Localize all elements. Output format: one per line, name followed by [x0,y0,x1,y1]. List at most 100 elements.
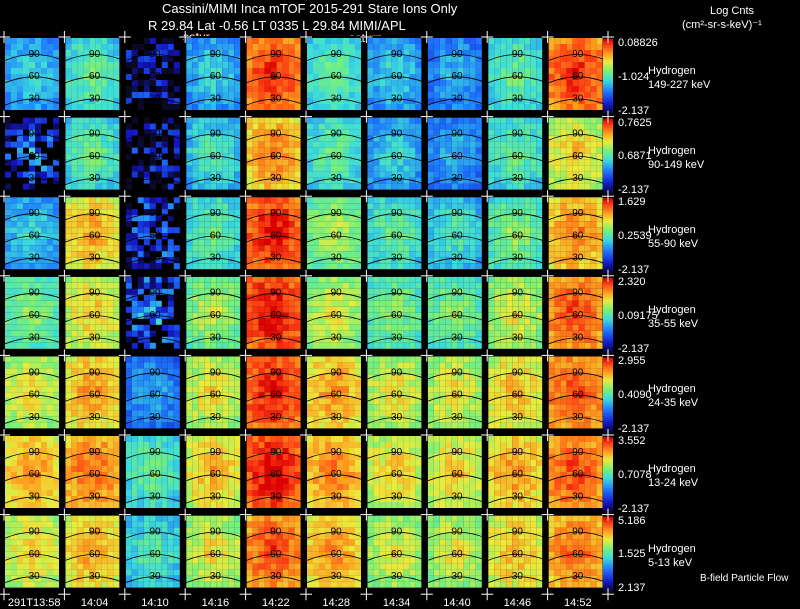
heatmap-cell [198,318,205,325]
heatmap-cell [47,251,53,258]
heatmap-cell [17,392,23,399]
heatmap-cell [47,141,53,148]
heatmap-cell [282,86,289,92]
heatmap-cell [391,215,398,222]
heatmap-cell [23,227,29,234]
heatmap-cell [433,117,440,124]
heatmap-cell [41,44,47,50]
colorbar-swatch [603,294,613,298]
heatmap-cell [35,129,41,136]
heatmap-cell [439,209,446,216]
heatmap-cell [307,324,313,331]
heatmap-cell [161,324,168,331]
heatmap-cell [518,147,525,154]
heatmap-cell [500,245,507,252]
heatmap-cell [288,324,295,331]
heatmap-cell [518,171,525,178]
heatmap-cell [29,62,35,68]
heatmap-cell [173,386,180,393]
heatmap-cell [319,257,325,264]
heatmap-cell [391,300,398,307]
heatmap-cell [77,263,84,270]
heatmap-cell [113,368,120,375]
heatmap-cell [415,165,422,172]
heatmap-cell [107,288,114,295]
heatmap-cell [445,330,452,337]
heatmap-cell [23,276,29,283]
angle-tick-label: 60 [210,71,222,82]
heatmap-cell [463,197,470,204]
heatmap-cell [494,92,501,98]
heatmap-cell [548,300,555,307]
heatmap-cell [210,117,217,124]
heatmap-cell [282,233,289,240]
heatmap-cell [530,86,537,92]
heatmap-cell [578,165,585,172]
heatmap-cell [415,197,422,204]
heatmap-cell [23,422,29,429]
heatmap-cell [222,177,229,184]
heatmap-cell [53,50,59,56]
elevation-arc [246,54,306,61]
angle-tick-label: 60 [572,151,584,162]
heatmap-cell [65,153,72,160]
heatmap-cell [313,147,319,154]
heatmap-cell [210,56,217,62]
heatmap-cell [518,288,525,295]
heatmap-cell [198,123,205,130]
heatmap-cell [270,294,277,301]
heatmap-cell [433,123,440,130]
heatmap-cell [445,221,452,228]
heatmap-cell [391,44,398,50]
heatmap-cell [258,251,265,258]
heatmap-cell [173,410,180,417]
heatmap-cell [222,294,229,301]
colorbar-swatch [603,48,613,51]
heatmap-cell [167,80,174,86]
heatmap-cell [325,177,331,184]
heatmap-cell [198,86,205,92]
heatmap-cell [5,392,11,399]
heatmap-cell [518,68,525,74]
elevation-arc [65,178,124,186]
heatmap-cell [590,165,597,172]
heatmap-cell [35,404,41,411]
heatmap-cell [228,306,235,313]
heatmap-cell [596,209,603,216]
heatmap-cell [451,159,458,166]
heatmap-cell [596,203,603,210]
heatmap-cell [343,336,349,343]
heatmap-cell [258,141,265,148]
elevation-arc [65,394,124,402]
heatmap-cell [560,263,567,270]
heatmap-cell [403,135,410,142]
heatmap-cell [95,203,102,210]
heatmap-cell [210,165,217,172]
heatmap-cell [137,221,144,228]
heatmap-cell [385,342,392,349]
heatmap-cell [355,165,361,172]
heatmap-cell [83,86,90,92]
heatmap-cell [95,141,102,148]
heatmap-cell [77,288,84,295]
heatmap-cell [270,215,277,222]
heatmap-cell [161,44,168,50]
heatmap-cell [379,288,386,295]
colorbar-swatch [603,285,613,288]
heatmap-cell [113,38,120,44]
heatmap-cell [282,294,289,301]
heatmap-cell [11,336,17,343]
elevation-arc [4,417,64,424]
heatmap-cell [35,68,41,74]
heatmap-cell [65,177,72,184]
heatmap-cell [246,324,253,331]
heatmap-cell [427,318,434,325]
heatmap-cell [198,282,205,289]
angle-tick-label: 90 [391,49,403,60]
heatmap-cell [373,80,380,86]
heatmap-cell [554,38,561,44]
heatmap-cell [107,74,114,80]
heatmap-cell [216,294,223,301]
